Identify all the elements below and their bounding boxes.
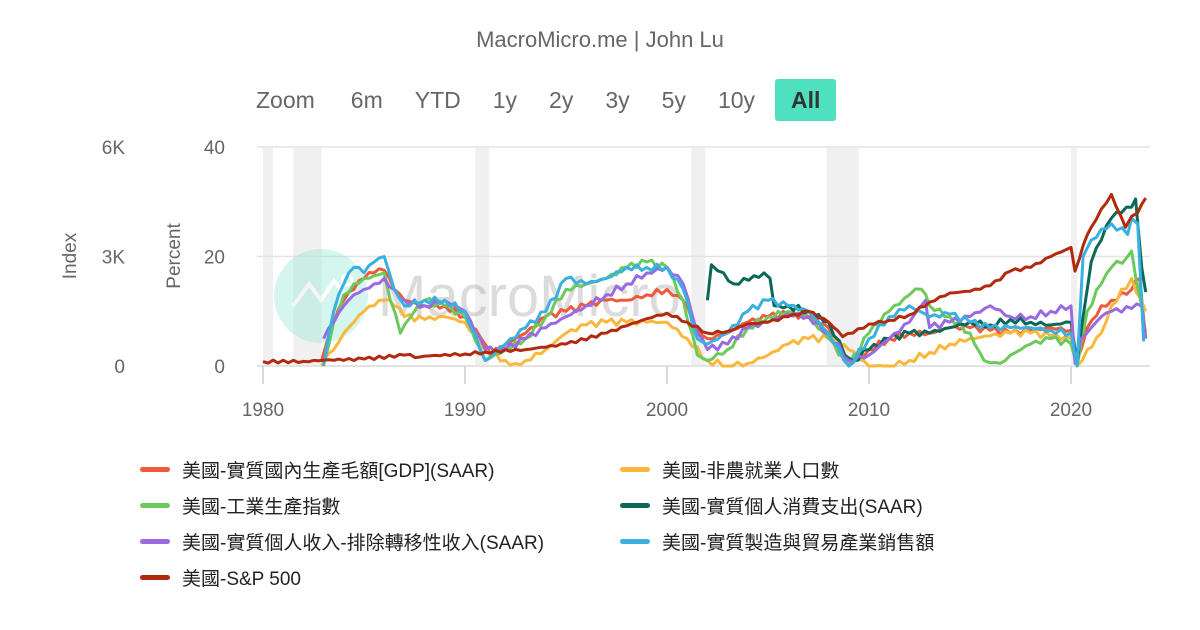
legend-swatch-nonfarm	[620, 467, 650, 472]
x-tick-label: 2020	[1050, 400, 1092, 421]
legend-item-sp500[interactable]: 美國-S&P 500	[140, 564, 301, 591]
percent-tick-label: 20	[204, 248, 225, 269]
range-button-all[interactable]: All	[775, 79, 837, 121]
chart-plot[interactable]: MacroMicro 1980 1990 2000 2010 2020 0 0 3K 20 6K 4…	[0, 0, 1200, 450]
range-button-6m[interactable]: 6m	[350, 87, 383, 113]
series-line	[322, 265, 1148, 365]
percent-axis-title: Percent	[164, 223, 185, 289]
percent-tick-label: 0	[214, 357, 225, 378]
legend-label-sales: 美國-實質製造與貿易產業銷售額	[662, 533, 935, 554]
series-line	[322, 216, 1146, 368]
series-lines[interactable]	[262, 192, 1148, 368]
x-tick-label: 1980	[242, 400, 284, 421]
range-button-10y[interactable]: 10y	[717, 87, 756, 113]
watermark-logo-icon	[274, 249, 368, 343]
legend-label-income: 美國-實質個人收入-排除轉移性收入(SAAR)	[182, 533, 545, 554]
percent-tick-label: 40	[204, 138, 225, 159]
x-tick-label: 2010	[848, 400, 890, 421]
range-button-5y[interactable]: 5y	[661, 87, 686, 113]
legend-swatch-industrial	[140, 503, 170, 508]
watermark: MacroMicro	[274, 249, 681, 343]
legend-label-nonfarm: 美國-非農就業人口數	[662, 461, 840, 482]
legend-label-industrial: 美國-工業生產指數	[182, 497, 341, 518]
legend-item-nonfarm[interactable]: 美國-非農就業人口數	[620, 456, 839, 483]
chart-credit: MacroMicro.me | John Lu	[476, 27, 724, 52]
legend-item-industrial[interactable]: 美國-工業生產指數	[140, 492, 340, 519]
gridlines	[257, 146, 1150, 367]
range-button-ytd[interactable]: YTD	[414, 87, 461, 113]
index-axis-title: Index	[60, 232, 81, 279]
axes: 1980 1990 2000 2010 2020 0 0 3K 20 6K 40 Index Perce…	[60, 138, 1092, 421]
range-button-3y[interactable]: 3y	[605, 87, 630, 113]
legend-item-gdp[interactable]: 美國-實質國內生產毛額[GDP](SAAR)	[140, 456, 494, 483]
range-button-1y[interactable]: 1y	[492, 87, 518, 113]
index-tick-label: 6K	[102, 138, 126, 159]
legend-swatch-income	[140, 539, 170, 544]
legend-label-pce: 美國-實質個人消費支出(SAAR)	[662, 497, 923, 518]
legend-item-pce[interactable]: 美國-實質個人消費支出(SAAR)	[620, 492, 923, 519]
legend-label-gdp: 美國-實質國內生產毛額[GDP](SAAR)	[182, 461, 495, 482]
legend-swatch-gdp	[140, 467, 170, 472]
legend-item-income[interactable]: 美國-實質個人收入-排除轉移性收入(SAAR)	[140, 528, 544, 555]
series-line	[262, 192, 1147, 365]
range-button-2y[interactable]: 2y	[549, 87, 574, 113]
x-tick-label: 1990	[444, 400, 486, 421]
range-zoom-label: Zoom	[256, 86, 315, 113]
legend-item-sales[interactable]: 美國-實質製造與貿易產業銷售額	[620, 528, 934, 555]
range-selector: Zoom 6m YTD 1y 2y 3y 5y 10y All	[250, 79, 844, 121]
x-tick-label: 2000	[646, 400, 688, 421]
index-tick-label: 3K	[102, 248, 126, 269]
index-tick-label: 0	[114, 357, 125, 378]
legend-swatch-pce	[620, 503, 650, 508]
legend-swatch-sp500	[140, 575, 170, 580]
legend-swatch-sales	[620, 539, 650, 544]
legend-label-sp500: 美國-S&P 500	[182, 569, 301, 590]
series-line	[320, 276, 1148, 368]
